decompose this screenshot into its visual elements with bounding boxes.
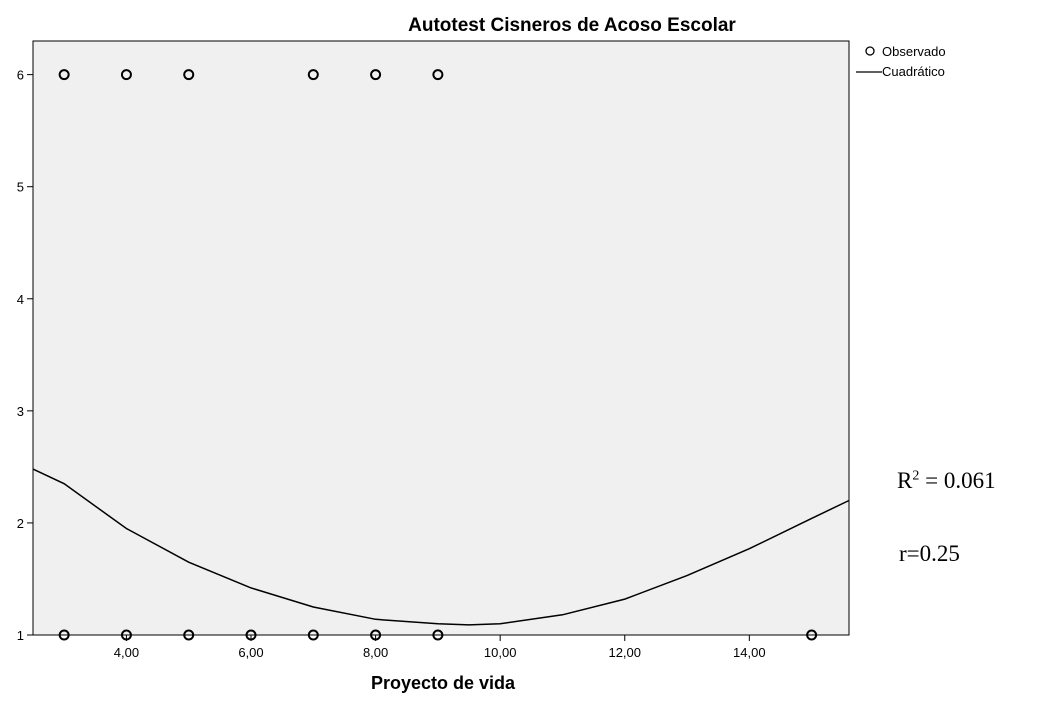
y-tick-label: 4 xyxy=(17,292,24,307)
data-point xyxy=(58,69,70,81)
y-axis: 1 2 3 4 5 6 xyxy=(17,68,33,643)
r-annotation: r=0.25 xyxy=(899,541,960,566)
legend-marker-observado xyxy=(865,46,875,56)
data-point xyxy=(307,69,319,81)
data-point xyxy=(183,69,195,81)
fit-line-cuadratico xyxy=(32,468,850,626)
data-point xyxy=(432,69,444,81)
x-tick-label: 14,00 xyxy=(733,645,766,660)
x-tick-label: 12,00 xyxy=(608,645,641,660)
data-point xyxy=(183,629,195,641)
data-point xyxy=(432,629,444,641)
data-point xyxy=(58,629,70,641)
y-tick-label: 6 xyxy=(17,68,24,83)
data-point xyxy=(370,69,382,81)
x-axis: 4,00 6,00 8,00 10,00 12,00 14,00 xyxy=(114,635,766,660)
data-point xyxy=(806,629,818,641)
r-squared-base: R xyxy=(897,468,913,493)
x-tick-label: 10,00 xyxy=(484,645,517,660)
legend-label-cuadratico: Cuadrático xyxy=(882,64,945,79)
y-tick-label: 1 xyxy=(17,628,24,643)
plot-area xyxy=(32,40,850,636)
legend-label-observado: Observado xyxy=(882,44,946,59)
legend: Observado Cuadrático xyxy=(856,44,946,79)
plot-content xyxy=(32,69,850,641)
data-point xyxy=(120,629,132,641)
x-tick-label: 8,00 xyxy=(363,645,388,660)
y-tick-label: 2 xyxy=(17,516,24,531)
r-squared-exponent: 2 xyxy=(912,468,920,484)
r-squared-value: = 0.061 xyxy=(919,468,996,493)
y-tick-label: 3 xyxy=(17,404,24,419)
x-tick-label: 6,00 xyxy=(238,645,263,660)
r-squared-annotation: R2 = 0.061 xyxy=(897,468,996,494)
data-point xyxy=(120,69,132,81)
chart-title: Autotest Cisneros de Acoso Escolar xyxy=(408,15,736,36)
data-point xyxy=(245,629,257,641)
y-tick-label: 5 xyxy=(17,180,24,195)
x-tick-label: 4,00 xyxy=(114,645,139,660)
x-axis-label: Proyecto de vida xyxy=(371,673,516,693)
data-point xyxy=(370,629,382,641)
data-point xyxy=(307,629,319,641)
